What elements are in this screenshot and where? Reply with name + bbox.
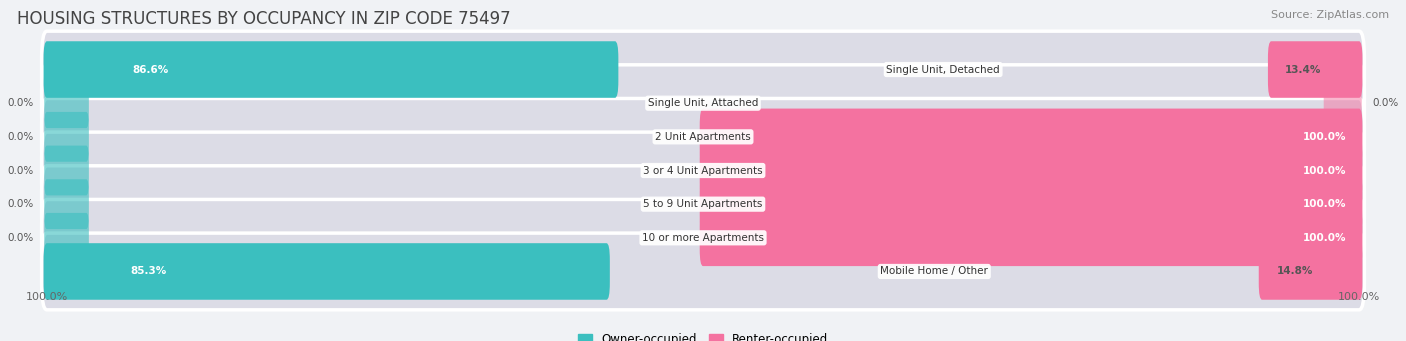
Text: 86.6%: 86.6% bbox=[132, 64, 169, 75]
Text: 0.0%: 0.0% bbox=[7, 165, 34, 176]
Text: 100.0%: 100.0% bbox=[1302, 132, 1346, 142]
Text: 100.0%: 100.0% bbox=[1302, 199, 1346, 209]
FancyBboxPatch shape bbox=[44, 213, 89, 263]
Text: 85.3%: 85.3% bbox=[131, 266, 167, 277]
Text: 100.0%: 100.0% bbox=[1339, 292, 1381, 302]
FancyBboxPatch shape bbox=[700, 142, 1362, 199]
Legend: Owner-occupied, Renter-occupied: Owner-occupied, Renter-occupied bbox=[572, 329, 834, 341]
FancyBboxPatch shape bbox=[42, 99, 1364, 175]
Text: 5 to 9 Unit Apartments: 5 to 9 Unit Apartments bbox=[644, 199, 762, 209]
FancyBboxPatch shape bbox=[44, 243, 610, 300]
FancyBboxPatch shape bbox=[44, 112, 89, 162]
Text: 0.0%: 0.0% bbox=[7, 98, 34, 108]
Text: 10 or more Apartments: 10 or more Apartments bbox=[643, 233, 763, 243]
Text: Single Unit, Detached: Single Unit, Detached bbox=[886, 64, 1000, 75]
FancyBboxPatch shape bbox=[1268, 41, 1362, 98]
Text: 0.0%: 0.0% bbox=[7, 199, 34, 209]
FancyBboxPatch shape bbox=[44, 179, 89, 229]
Text: 3 or 4 Unit Apartments: 3 or 4 Unit Apartments bbox=[643, 165, 763, 176]
Text: 0.0%: 0.0% bbox=[1372, 98, 1399, 108]
FancyBboxPatch shape bbox=[42, 199, 1364, 276]
Text: 100.0%: 100.0% bbox=[1302, 165, 1346, 176]
Text: 100.0%: 100.0% bbox=[25, 292, 67, 302]
Text: Single Unit, Attached: Single Unit, Attached bbox=[648, 98, 758, 108]
Text: 0.0%: 0.0% bbox=[7, 132, 34, 142]
FancyBboxPatch shape bbox=[42, 65, 1364, 142]
FancyBboxPatch shape bbox=[1258, 243, 1362, 300]
Text: 14.8%: 14.8% bbox=[1277, 266, 1313, 277]
Text: 100.0%: 100.0% bbox=[1302, 233, 1346, 243]
FancyBboxPatch shape bbox=[44, 41, 619, 98]
Text: 2 Unit Apartments: 2 Unit Apartments bbox=[655, 132, 751, 142]
FancyBboxPatch shape bbox=[42, 31, 1364, 108]
FancyBboxPatch shape bbox=[42, 166, 1364, 242]
FancyBboxPatch shape bbox=[700, 176, 1362, 233]
FancyBboxPatch shape bbox=[1323, 78, 1362, 128]
Text: 13.4%: 13.4% bbox=[1285, 64, 1320, 75]
FancyBboxPatch shape bbox=[700, 209, 1362, 266]
FancyBboxPatch shape bbox=[44, 146, 89, 195]
FancyBboxPatch shape bbox=[700, 108, 1362, 165]
Text: HOUSING STRUCTURES BY OCCUPANCY IN ZIP CODE 75497: HOUSING STRUCTURES BY OCCUPANCY IN ZIP C… bbox=[17, 10, 510, 28]
FancyBboxPatch shape bbox=[44, 78, 89, 128]
Text: Mobile Home / Other: Mobile Home / Other bbox=[880, 266, 988, 277]
FancyBboxPatch shape bbox=[42, 132, 1364, 209]
Text: 0.0%: 0.0% bbox=[7, 233, 34, 243]
FancyBboxPatch shape bbox=[42, 233, 1364, 310]
Text: Source: ZipAtlas.com: Source: ZipAtlas.com bbox=[1271, 10, 1389, 20]
